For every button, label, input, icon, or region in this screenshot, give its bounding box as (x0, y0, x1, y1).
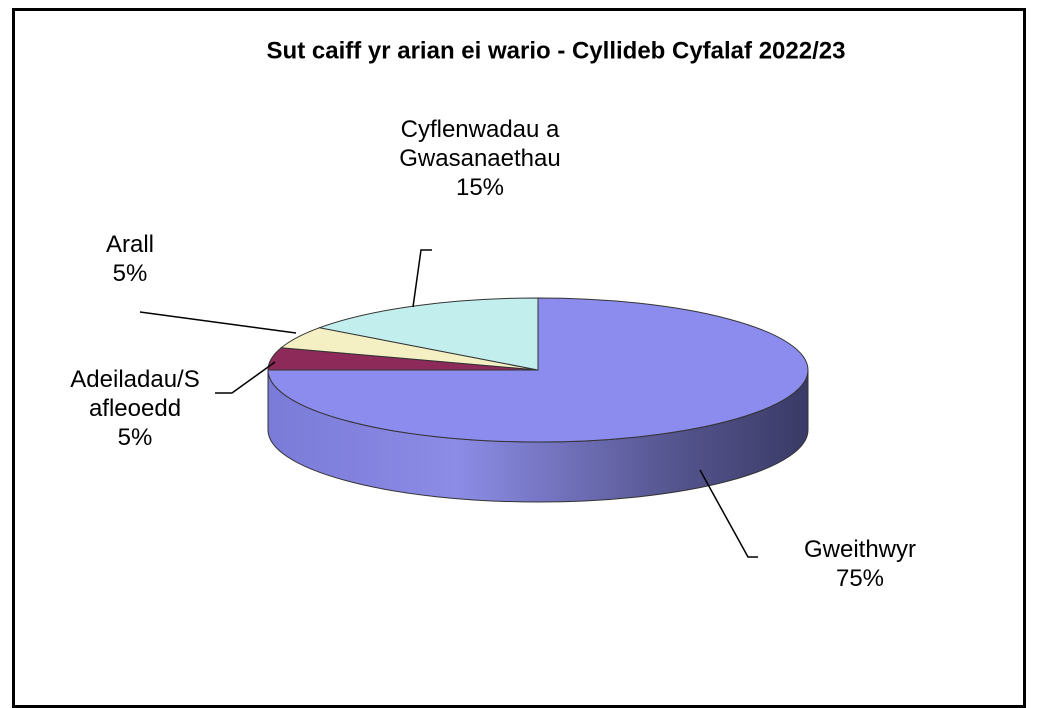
chart-title: Sut caiff yr arian ei wario - Cyllideb C… (267, 37, 846, 64)
slice-name-label: Adeiladau/Safleoedd (70, 366, 200, 422)
slice-label: Cyflenwadau a Gwasanaethau 15% (370, 115, 590, 202)
slice-label: Arall 5% (60, 230, 200, 288)
slice-name-label: Cyflenwadau a Gwasanaethau (399, 116, 561, 172)
slice (317, 297, 539, 371)
slice-value-label: 15% (455, 174, 505, 201)
slice-value-label: 5% (112, 260, 148, 287)
slice-label: Gweithwyr 75% (760, 535, 960, 593)
leader-line (412, 249, 432, 308)
slice-value-label: 75% (835, 565, 885, 592)
slice-label: Adeiladau/Safleoedd 5% (70, 365, 200, 452)
leader-line (215, 361, 276, 394)
slice-name-label: Arall (105, 231, 154, 258)
pie (267, 297, 809, 503)
slice-value-label: 5% (117, 424, 153, 451)
leader-line (139, 311, 297, 334)
leader-line (699, 469, 758, 558)
slice-name-label: Gweithwyr (803, 536, 917, 563)
